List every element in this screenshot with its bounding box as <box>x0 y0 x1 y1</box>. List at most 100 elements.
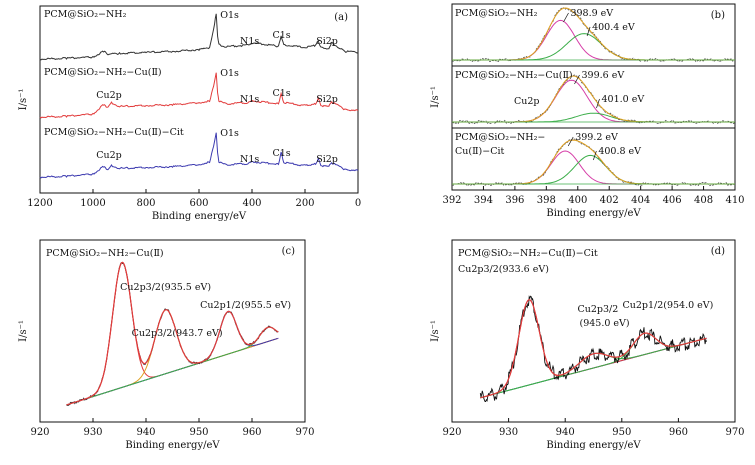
panel-c: 920 930 940 950 960 970 Binding energy/eV I/s⁻¹… <box>18 239 315 451</box>
panel-c-xtick-label-3: 950 <box>189 427 208 438</box>
panel-a-xtick-label-6: 0 <box>355 198 361 209</box>
panel-b-0-peak-label-0: 398.9 eV <box>570 8 613 19</box>
panel-a-xtick-label-2: 800 <box>136 198 155 209</box>
panel-b-2-component-1 <box>452 154 734 185</box>
panel-b-2-peak-label-0: 399.2 eV <box>575 132 618 143</box>
panel-b-1-peak-label-0: 399.6 eV <box>581 70 624 81</box>
panel-a-peak-label-1-3: C1s <box>272 88 290 99</box>
panel-b-2-leader-0 <box>567 136 574 147</box>
panel-b-2-title2: Cu(Ⅱ)−Cit <box>455 146 505 157</box>
panel-b-0-peak-label-1: 400.4 eV <box>592 22 635 33</box>
panel-b: 392 394 396 398 400 402 404 406 408 410 Binding en… <box>430 3 745 219</box>
panel-b-xtick-label-0: 392 <box>442 195 461 206</box>
panel-a-peak-label-1-1: Cu2p <box>96 90 122 101</box>
panel-b-0-data <box>451 7 735 63</box>
panel-d-xtick-label-2: 940 <box>556 427 575 438</box>
panel-d-peak-label2-1: (945.0 eV) <box>580 318 630 329</box>
panel-c-peak-label-2: Cu2p1/2(955.5 eV) <box>200 300 291 311</box>
panel-d-ylabel: I/s⁻¹ <box>430 320 441 342</box>
panel-c-peak-label-1: Cu2p3/2(943.7 eV) <box>132 328 223 339</box>
panel-a-panel-label: (a) <box>334 12 348 23</box>
panel-a-xtick-label-1: 1000 <box>80 198 105 209</box>
panel-b-1-envelope <box>452 75 735 123</box>
panel-d-xtick-label-0: 920 <box>442 427 461 438</box>
panel-c-xlabel: Binding energy/eV <box>125 440 220 451</box>
panel-a-peak-label-2-0: O1s <box>220 128 239 139</box>
panel-b-xtick-label-1: 394 <box>474 195 493 206</box>
panel-b-xtick-label-6: 404 <box>631 195 650 206</box>
panel-b-1-peak-label-1: 401.0 eV <box>602 94 645 105</box>
panel-b-1-extra-label: Cu2p <box>514 96 540 107</box>
panel-d-peak-label-2: Cu2p1/2(954.0 eV) <box>622 300 713 311</box>
panel-c-component-3 <box>66 326 278 406</box>
panel-b-xtick-label-3: 398 <box>537 195 556 206</box>
panel-d-xtick-label-3: 950 <box>612 427 631 438</box>
panel-c-title: PCM@SiO₂−NH₂−Cu(Ⅱ) <box>46 248 164 259</box>
panel-b-2-title: PCM@SiO₂−NH₂− <box>455 132 545 143</box>
panel-b-xlabel: Binding energy/eV <box>546 208 641 219</box>
panel-b-axes-frame <box>451 3 736 191</box>
panel-a-peak-label-0-1: N1s <box>240 36 259 47</box>
panel-b-ylabel: I/s⁻¹ <box>430 86 441 108</box>
panel-d-xtick-label-4: 960 <box>669 427 688 438</box>
panel-c-xtick-label-4: 960 <box>242 427 261 438</box>
panel-c-axes-frame <box>39 239 306 423</box>
panel-b-0-component-1 <box>452 33 734 61</box>
panel-b-0-title: PCM@SiO₂−NH₂ <box>455 8 538 19</box>
panel-a-ylabel: I/s⁻¹ <box>18 89 29 111</box>
panel-a-peak-label-2-4: Si2p <box>316 154 338 165</box>
panel-a: 1200 1000 800 600 400 200 0 Binding energy/eV I/… <box>18 5 361 222</box>
panel-c-xtick-label-0: 920 <box>30 427 49 438</box>
panel-a-peak-label-2-3: C1s <box>272 148 290 159</box>
panel-b-xtick-label-9: 410 <box>725 195 744 206</box>
panel-c-panel-label: (c) <box>282 246 296 257</box>
panel-d-panel-label: (d) <box>711 246 725 257</box>
panel-a-trace-name-0: PCM@SiO₂−NH₂ <box>44 9 127 20</box>
panel-b-1-component-0 <box>452 79 734 123</box>
panel-c-xtick-label-5: 970 <box>295 427 314 438</box>
panel-a-xlabel: Binding energy/eV <box>152 211 247 222</box>
panel-b-xtick-label-5: 402 <box>600 195 619 206</box>
panel-c-xtick-label-2: 940 <box>136 427 155 438</box>
panel-a-trace-name-1: PCM@SiO₂−NH₂−Cu(Ⅱ) <box>44 67 162 78</box>
panel-a-peak-label-1-0: O1s <box>220 68 239 79</box>
panel-a-xtick-label-0: 1200 <box>27 198 52 209</box>
panel-b-xtick-label-4: 400 <box>568 195 587 206</box>
panel-d-peak-label-0: Cu2p3/2(933.6 eV) <box>458 264 549 275</box>
panel-a-xtick-label-5: 200 <box>295 198 314 209</box>
panel-b-0-leader-1 <box>586 26 591 37</box>
panel-a-trace-name-2: PCM@SiO₂−NH₂−Cu(Ⅱ)−Cit <box>44 127 184 138</box>
panel-b-2-peak-label-1: 400.8 eV <box>598 146 641 157</box>
panel-a-trace-2 <box>39 132 359 179</box>
panel-b-panel-label: (b) <box>711 10 725 21</box>
panel-a-peak-label-0-2: C1s <box>272 30 290 41</box>
panel-d-axes-frame <box>451 239 736 423</box>
panel-b-xtick-label-8: 408 <box>694 195 713 206</box>
panel-b-1-data <box>451 74 736 125</box>
panel-b-1-leader-0 <box>574 74 580 85</box>
panel-d-xtick-label-5: 970 <box>725 427 744 438</box>
panel-a-peak-label-0-3: Si2p <box>316 36 338 47</box>
panel-a-peak-label-1-4: Si2p <box>316 94 338 105</box>
panel-a-xtick-label-3: 600 <box>189 198 208 209</box>
panel-d: 920 930 940 950 960 970 Binding energy/eV I/s⁻¹… <box>430 239 745 451</box>
panel-d-title: PCM@SiO₂−NH₂−Cu(Ⅱ)−Cit <box>458 248 598 259</box>
panel-a-peak-label-2-1: Cu2p <box>96 150 122 161</box>
panel-b-xtick-label-7: 406 <box>663 195 682 206</box>
panel-b-xtick-label-2: 396 <box>505 195 524 206</box>
panel-b-1-leader-1 <box>596 98 600 109</box>
panel-a-trace-0 <box>39 13 359 61</box>
panel-a-peak-label-0-0: O1s <box>220 10 239 21</box>
panel-d-xlabel: Binding energy/eV <box>546 440 641 451</box>
panel-b-0-leader-0 <box>563 12 569 23</box>
panel-d-peak-label-1: Cu2p3/2 <box>578 304 619 315</box>
panel-b-1-title: PCM@SiO₂−NH₂−Cu(Ⅱ) <box>455 70 573 81</box>
panel-d-xtick-label-1: 930 <box>499 427 518 438</box>
panel-a-trace-1 <box>39 72 359 119</box>
panel-c-envelope <box>66 261 279 406</box>
panel-a-xtick-label-4: 400 <box>242 198 261 209</box>
panel-c-xtick-label-1: 930 <box>83 427 102 438</box>
panel-b-2-leader-1 <box>593 150 597 161</box>
panel-a-peak-label-2-2: N1s <box>240 154 259 165</box>
